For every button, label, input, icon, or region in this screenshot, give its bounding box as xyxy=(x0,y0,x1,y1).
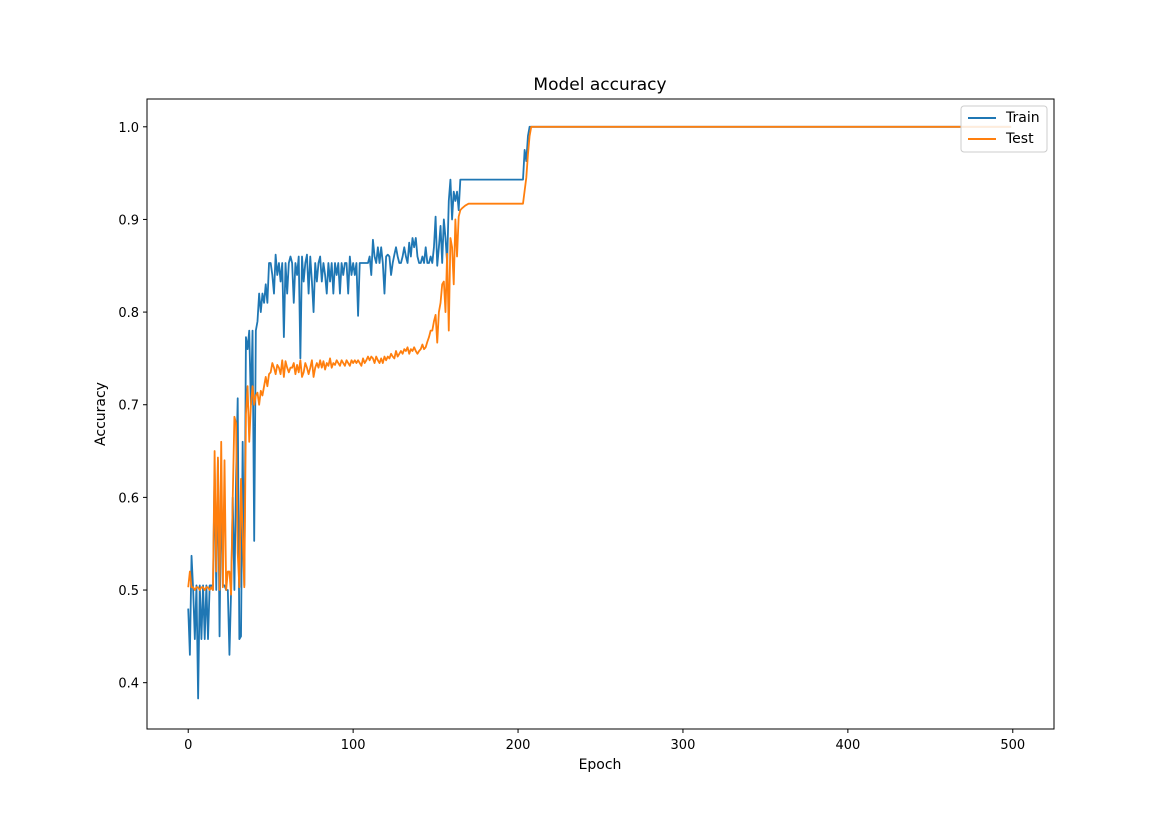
y-axis-label: Accuracy xyxy=(93,382,109,446)
y-tick-label: 0.8 xyxy=(118,306,139,321)
x-tick-label: 0 xyxy=(184,738,192,753)
legend: Train Test xyxy=(960,105,1048,153)
chart-title: Model accuracy xyxy=(533,75,666,95)
plot-frame xyxy=(146,98,1055,730)
legend-label-train: Train xyxy=(1005,110,1040,126)
y-axis: 0.4 0.5 0.6 0.7 0.8 0.9 1.0 xyxy=(118,121,147,692)
x-axis: 0 100 200 300 400 500 xyxy=(184,729,1025,753)
x-tick-label: 500 xyxy=(1000,738,1025,753)
y-tick-label: 0.6 xyxy=(118,491,139,506)
x-axis-label: Epoch xyxy=(579,757,622,773)
legend-label-test: Test xyxy=(1005,131,1034,147)
y-tick-label: 0.9 xyxy=(118,213,139,228)
x-tick-label: 100 xyxy=(341,738,366,753)
series-layer xyxy=(187,125,1012,700)
y-tick-label: 0.7 xyxy=(118,399,139,414)
x-tick-label: 400 xyxy=(835,738,860,753)
y-tick-label: 0.5 xyxy=(118,584,139,599)
series-line-test xyxy=(187,125,1012,596)
y-tick-label: 0.4 xyxy=(118,677,139,692)
series-line-train xyxy=(187,125,1012,700)
x-tick-label: 300 xyxy=(671,738,696,753)
x-tick-label: 200 xyxy=(506,738,531,753)
y-tick-label: 1.0 xyxy=(118,121,139,136)
